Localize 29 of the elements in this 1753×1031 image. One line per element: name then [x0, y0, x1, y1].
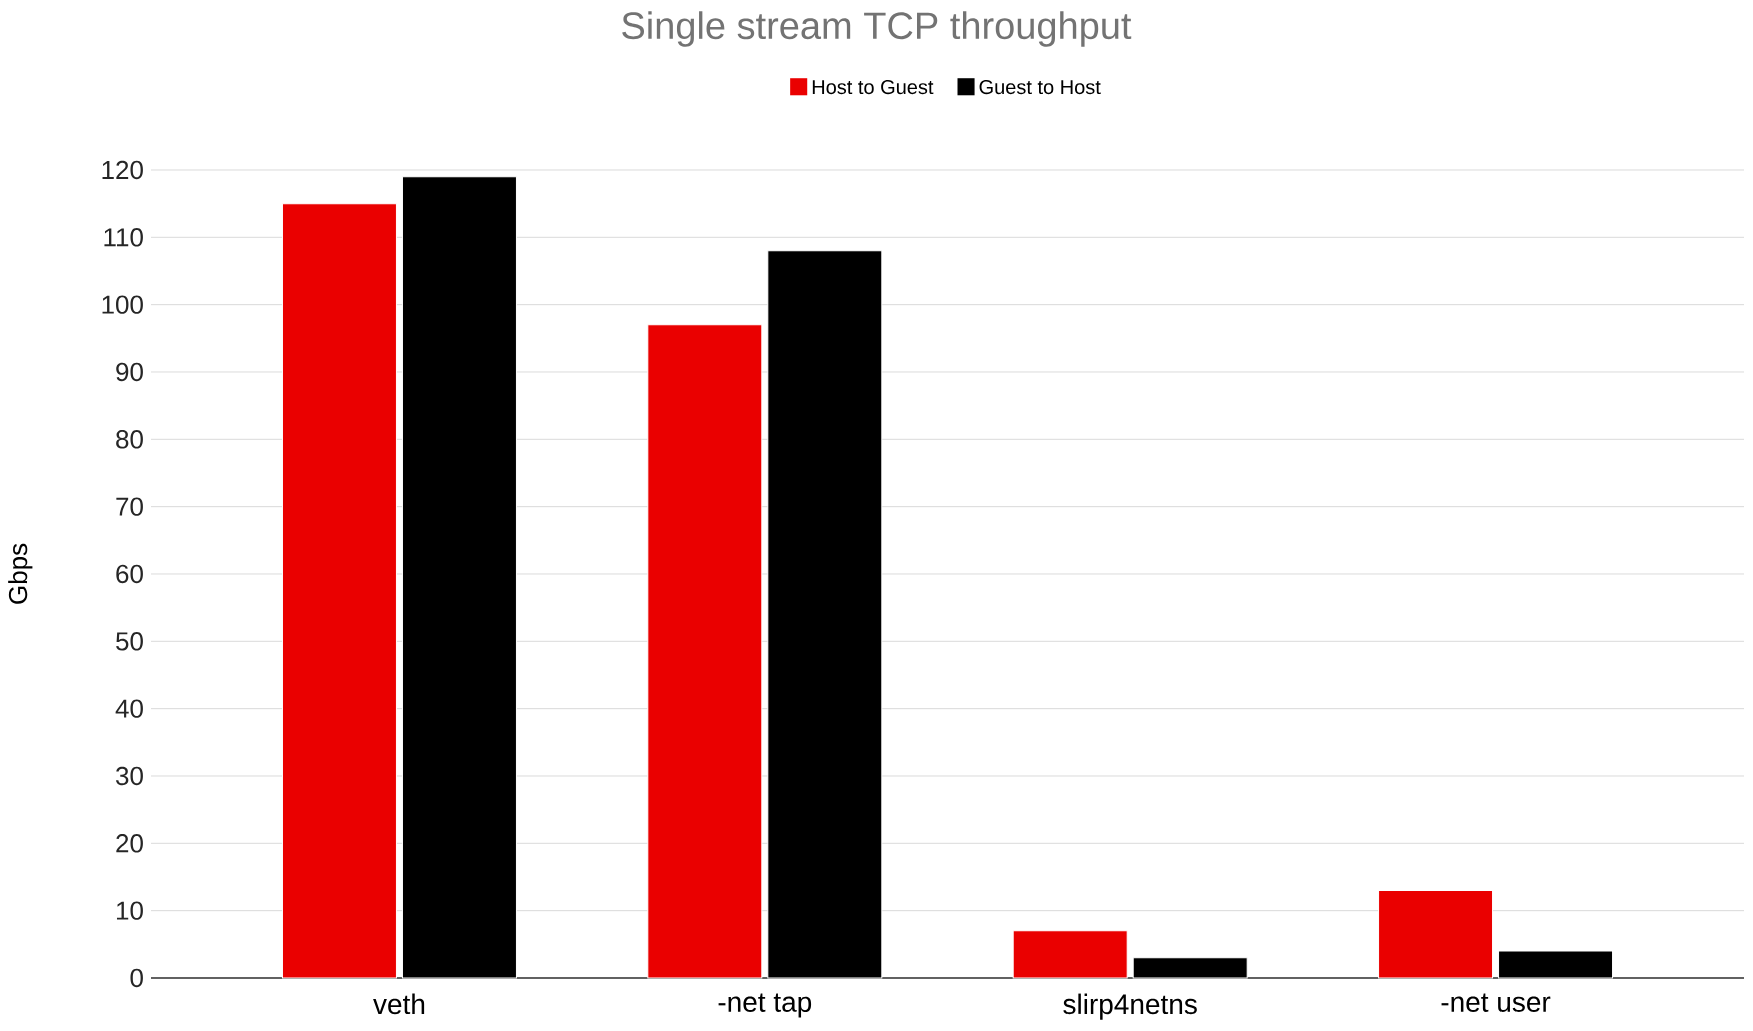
y-tick-label: 10 [116, 901, 143, 920]
x-tick-label: veth [373, 993, 425, 1015]
x-tick-label: -net user [1441, 993, 1551, 1012]
y-tick-label: 20 [116, 834, 143, 853]
chart-title: Single stream TCP throughput [622, 11, 1132, 47]
y-tick-label: 30 [116, 766, 143, 786]
y-tick-label: 40 [115, 699, 143, 718]
x-tick-label: slirp4netns [1063, 993, 1197, 1020]
y-tick-label: 0 [130, 968, 143, 988]
bar [281, 203, 397, 979]
bar [647, 324, 763, 979]
bar [1498, 950, 1614, 979]
x-tick-label: -net tap [718, 993, 812, 1018]
y-tick-label: 50 [116, 632, 143, 651]
bar [1132, 957, 1248, 979]
bar [1378, 889, 1494, 979]
y-tick-label: 110 [104, 228, 143, 247]
y-tick-label: 120 [102, 160, 143, 180]
bar [1012, 930, 1128, 979]
legend-label: Host to Guest [812, 79, 934, 95]
legend-label: Guest to Host [979, 79, 1101, 95]
y-tick-label: 100 [102, 295, 143, 314]
y-axis-title: Gbps [8, 543, 33, 604]
y-tick-label: 60 [116, 564, 143, 584]
y-tick-label: 90 [116, 362, 143, 382]
bar [767, 250, 883, 979]
bar [401, 176, 517, 979]
y-tick-label: 80 [116, 430, 143, 449]
y-tick-label: 70 [116, 497, 143, 516]
